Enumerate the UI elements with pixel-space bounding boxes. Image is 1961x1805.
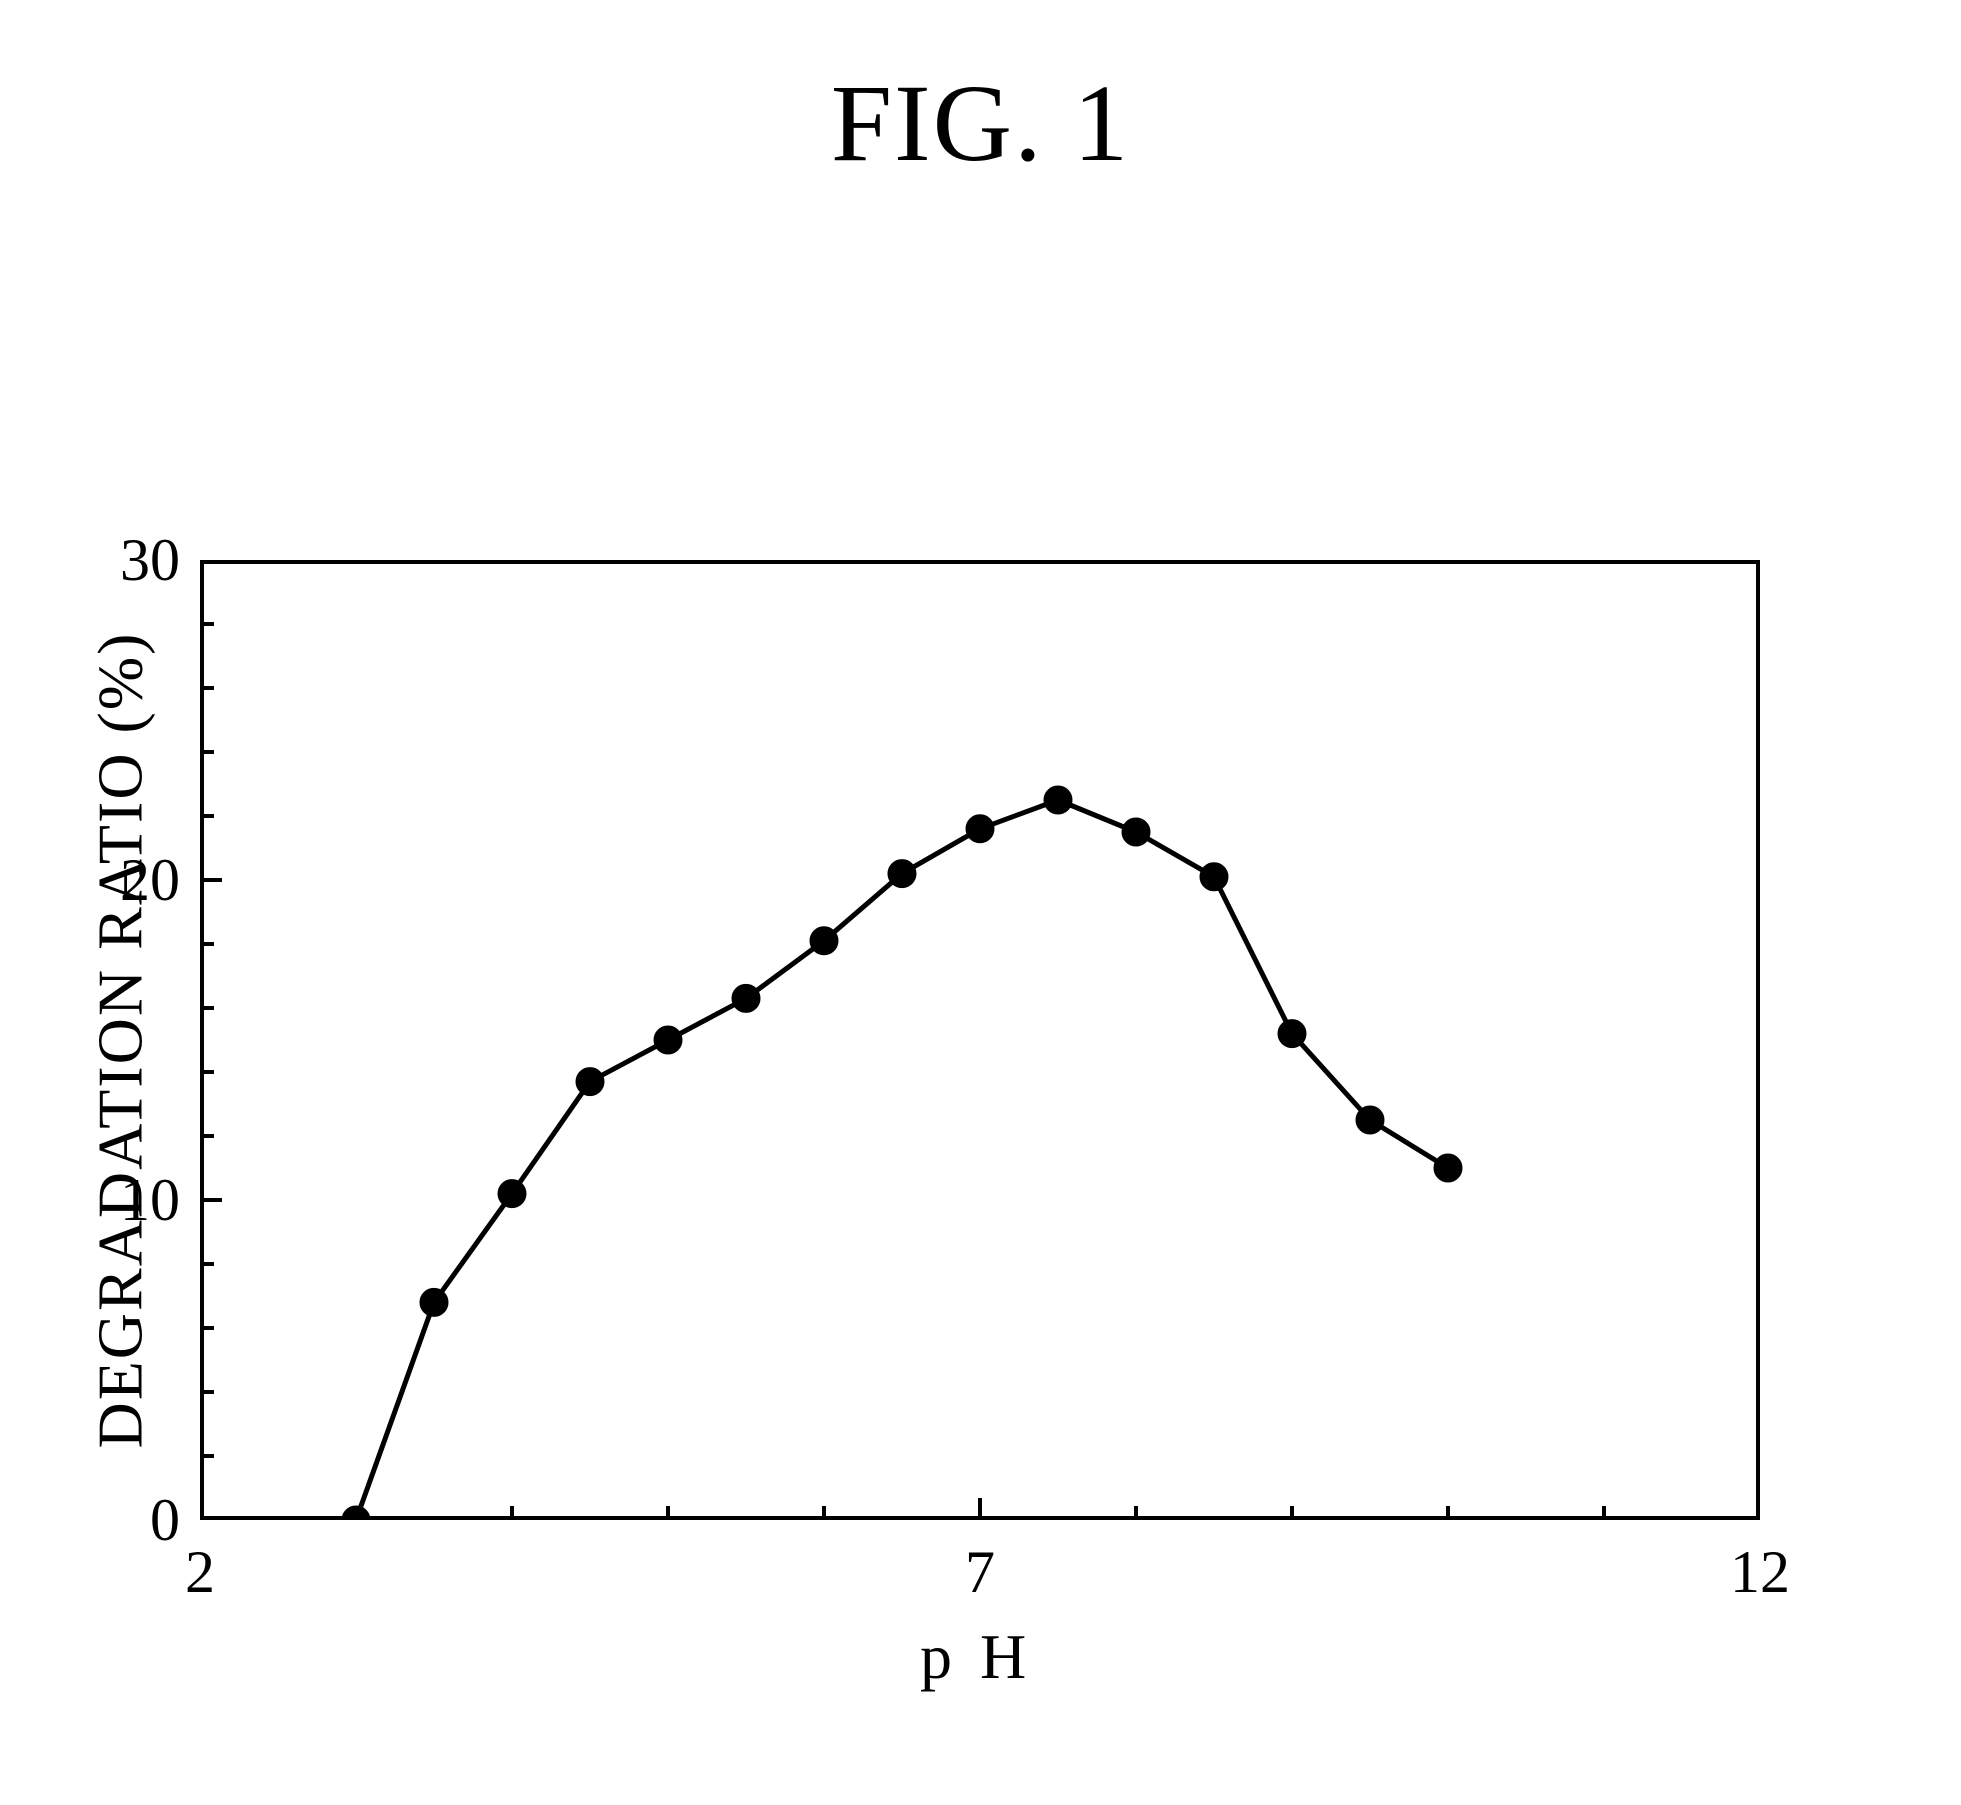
y-tick-label: 20 (120, 846, 180, 915)
page: FIG. 1 DEGRADATION RATIO (%) 27120102030… (0, 0, 1961, 1805)
y-tick-label: 0 (150, 1486, 180, 1555)
x-tick-label: 7 (950, 1538, 1010, 1607)
y-tick-label: 10 (120, 1166, 180, 1235)
chart-area (200, 560, 1760, 1525)
y-tick-label: 30 (120, 526, 180, 595)
figure-title: FIG. 1 (0, 60, 1961, 187)
chart-svg (200, 560, 1760, 1520)
y-axis-label: DEGRADATION RATIO (%) (83, 632, 157, 1449)
x-tick-label: 12 (1730, 1538, 1790, 1607)
x-axis-label: p H (920, 1620, 1032, 1694)
y-axis-label-container: DEGRADATION RATIO (%) (80, 560, 160, 1520)
